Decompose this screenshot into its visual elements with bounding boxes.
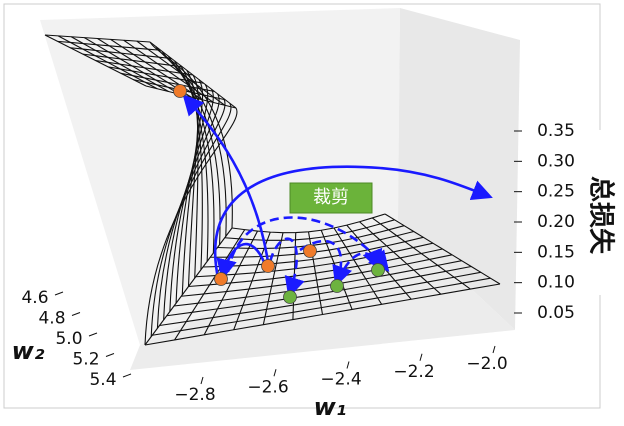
points	[173, 84, 385, 304]
cliff-line	[149, 41, 233, 229]
y-tick	[71, 312, 81, 316]
mesh-line	[152, 277, 491, 336]
point	[330, 279, 344, 293]
floor-pane	[130, 220, 515, 370]
cliff-line	[150, 103, 232, 337]
trajectories	[182, 94, 493, 298]
mesh-line	[144, 283, 501, 346]
x-tick	[492, 345, 496, 354]
point	[303, 244, 317, 258]
z-tick-label: 0.35	[537, 121, 575, 141]
x-tick	[419, 353, 423, 361]
y-tick-label: 5.4	[89, 370, 116, 390]
z-tick-label: 0.05	[537, 303, 575, 323]
x-tick-label: −2.8	[174, 385, 215, 405]
x-tick	[346, 361, 350, 369]
z-axis-label: 总损失	[586, 176, 616, 255]
point	[173, 84, 187, 98]
z-tick-label: 0.20	[537, 212, 575, 232]
point	[371, 263, 385, 277]
x-tick-label: −2.0	[466, 354, 507, 374]
x-axis-label: w₁	[314, 393, 347, 421]
z-tick-label: 0.15	[537, 242, 575, 262]
mesh-line	[123, 39, 214, 103]
point	[283, 290, 297, 304]
surface	[44, 34, 501, 346]
zlabel-box	[578, 130, 624, 295]
y-tick-label: 4.6	[21, 288, 48, 308]
point	[261, 259, 275, 273]
mesh-line	[159, 271, 481, 327]
y-tick	[54, 291, 64, 296]
z-tick-label: 0.25	[537, 182, 575, 202]
z-tick-label: 0.10	[537, 273, 575, 293]
arrow	[213, 165, 493, 279]
cliff-line	[163, 93, 220, 320]
mesh-line	[95, 59, 194, 76]
cliff-line	[180, 65, 203, 270]
mesh-line	[384, 213, 501, 285]
arrow	[216, 242, 266, 281]
back-pane	[40, 8, 400, 345]
arrow	[336, 247, 383, 283]
y-tick-label: 5.0	[55, 329, 82, 349]
y-tick	[105, 353, 115, 357]
cliff-line	[156, 98, 226, 329]
x-tick	[273, 369, 277, 377]
clip-badge	[289, 182, 373, 214]
y-tick-label: 5.2	[72, 350, 99, 370]
y-tick-label: 4.8	[38, 309, 65, 329]
arrow	[268, 237, 305, 298]
mesh-line	[110, 38, 203, 101]
y-tick	[122, 373, 132, 378]
z-tick-label: 0.30	[537, 151, 575, 171]
cliff-line	[169, 88, 214, 312]
point	[214, 272, 228, 286]
arrow	[182, 94, 270, 263]
x-tick	[200, 376, 204, 385]
arrow	[226, 216, 390, 273]
side-pane	[398, 8, 520, 330]
annotation: 裁剪	[313, 187, 349, 208]
y-axis-label: w₂	[12, 337, 45, 365]
y-tick	[88, 332, 98, 337]
x-tick-label: −2.2	[393, 362, 434, 382]
mesh-line	[371, 217, 471, 290]
x-tick-label: −2.4	[320, 370, 361, 390]
x-tick-label: −2.6	[247, 377, 288, 397]
